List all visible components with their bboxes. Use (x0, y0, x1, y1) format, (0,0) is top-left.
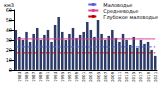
svg-text:1995: 1995 (60, 71, 65, 82)
svg-text:2019: 2019 (146, 71, 151, 82)
svg-text:2003: 2003 (88, 71, 93, 82)
svg-text:км3: км3 (4, 1, 14, 8)
svg-text:2017: 2017 (138, 71, 143, 82)
svg-text:Глубокое маловодье: Глубокое маловодье (103, 14, 158, 21)
svg-text:1997: 1997 (67, 71, 72, 82)
svg-text:1985: 1985 (24, 71, 29, 82)
svg-text:1999: 1999 (74, 71, 79, 82)
svg-text:50: 50 (6, 17, 12, 23)
svg-text:Маловодье: Маловодье (103, 1, 133, 8)
svg-text:2009: 2009 (110, 71, 115, 82)
svg-text:1987: 1987 (31, 71, 36, 82)
svg-text:2007: 2007 (103, 71, 108, 82)
svg-text:20: 20 (6, 47, 12, 53)
svg-text:2015: 2015 (131, 71, 136, 82)
svg-text:2005: 2005 (96, 71, 101, 82)
svg-text:2001: 2001 (81, 71, 86, 82)
svg-text:2021: 2021 (153, 71, 158, 82)
svg-text:2011: 2011 (117, 71, 122, 82)
svg-text:Средневодье: Средневодье (103, 7, 139, 14)
svg-text:1983: 1983 (17, 71, 22, 82)
svg-text:30: 30 (6, 37, 12, 43)
svg-text:0: 0 (9, 67, 12, 73)
svg-text:60: 60 (6, 7, 12, 13)
svg-text:40: 40 (6, 27, 12, 33)
svg-text:1991: 1991 (45, 71, 50, 82)
svg-text:1993: 1993 (53, 71, 58, 82)
svg-text:10: 10 (6, 57, 12, 63)
svg-text:2013: 2013 (124, 71, 129, 82)
svg-text:1989: 1989 (38, 71, 43, 82)
